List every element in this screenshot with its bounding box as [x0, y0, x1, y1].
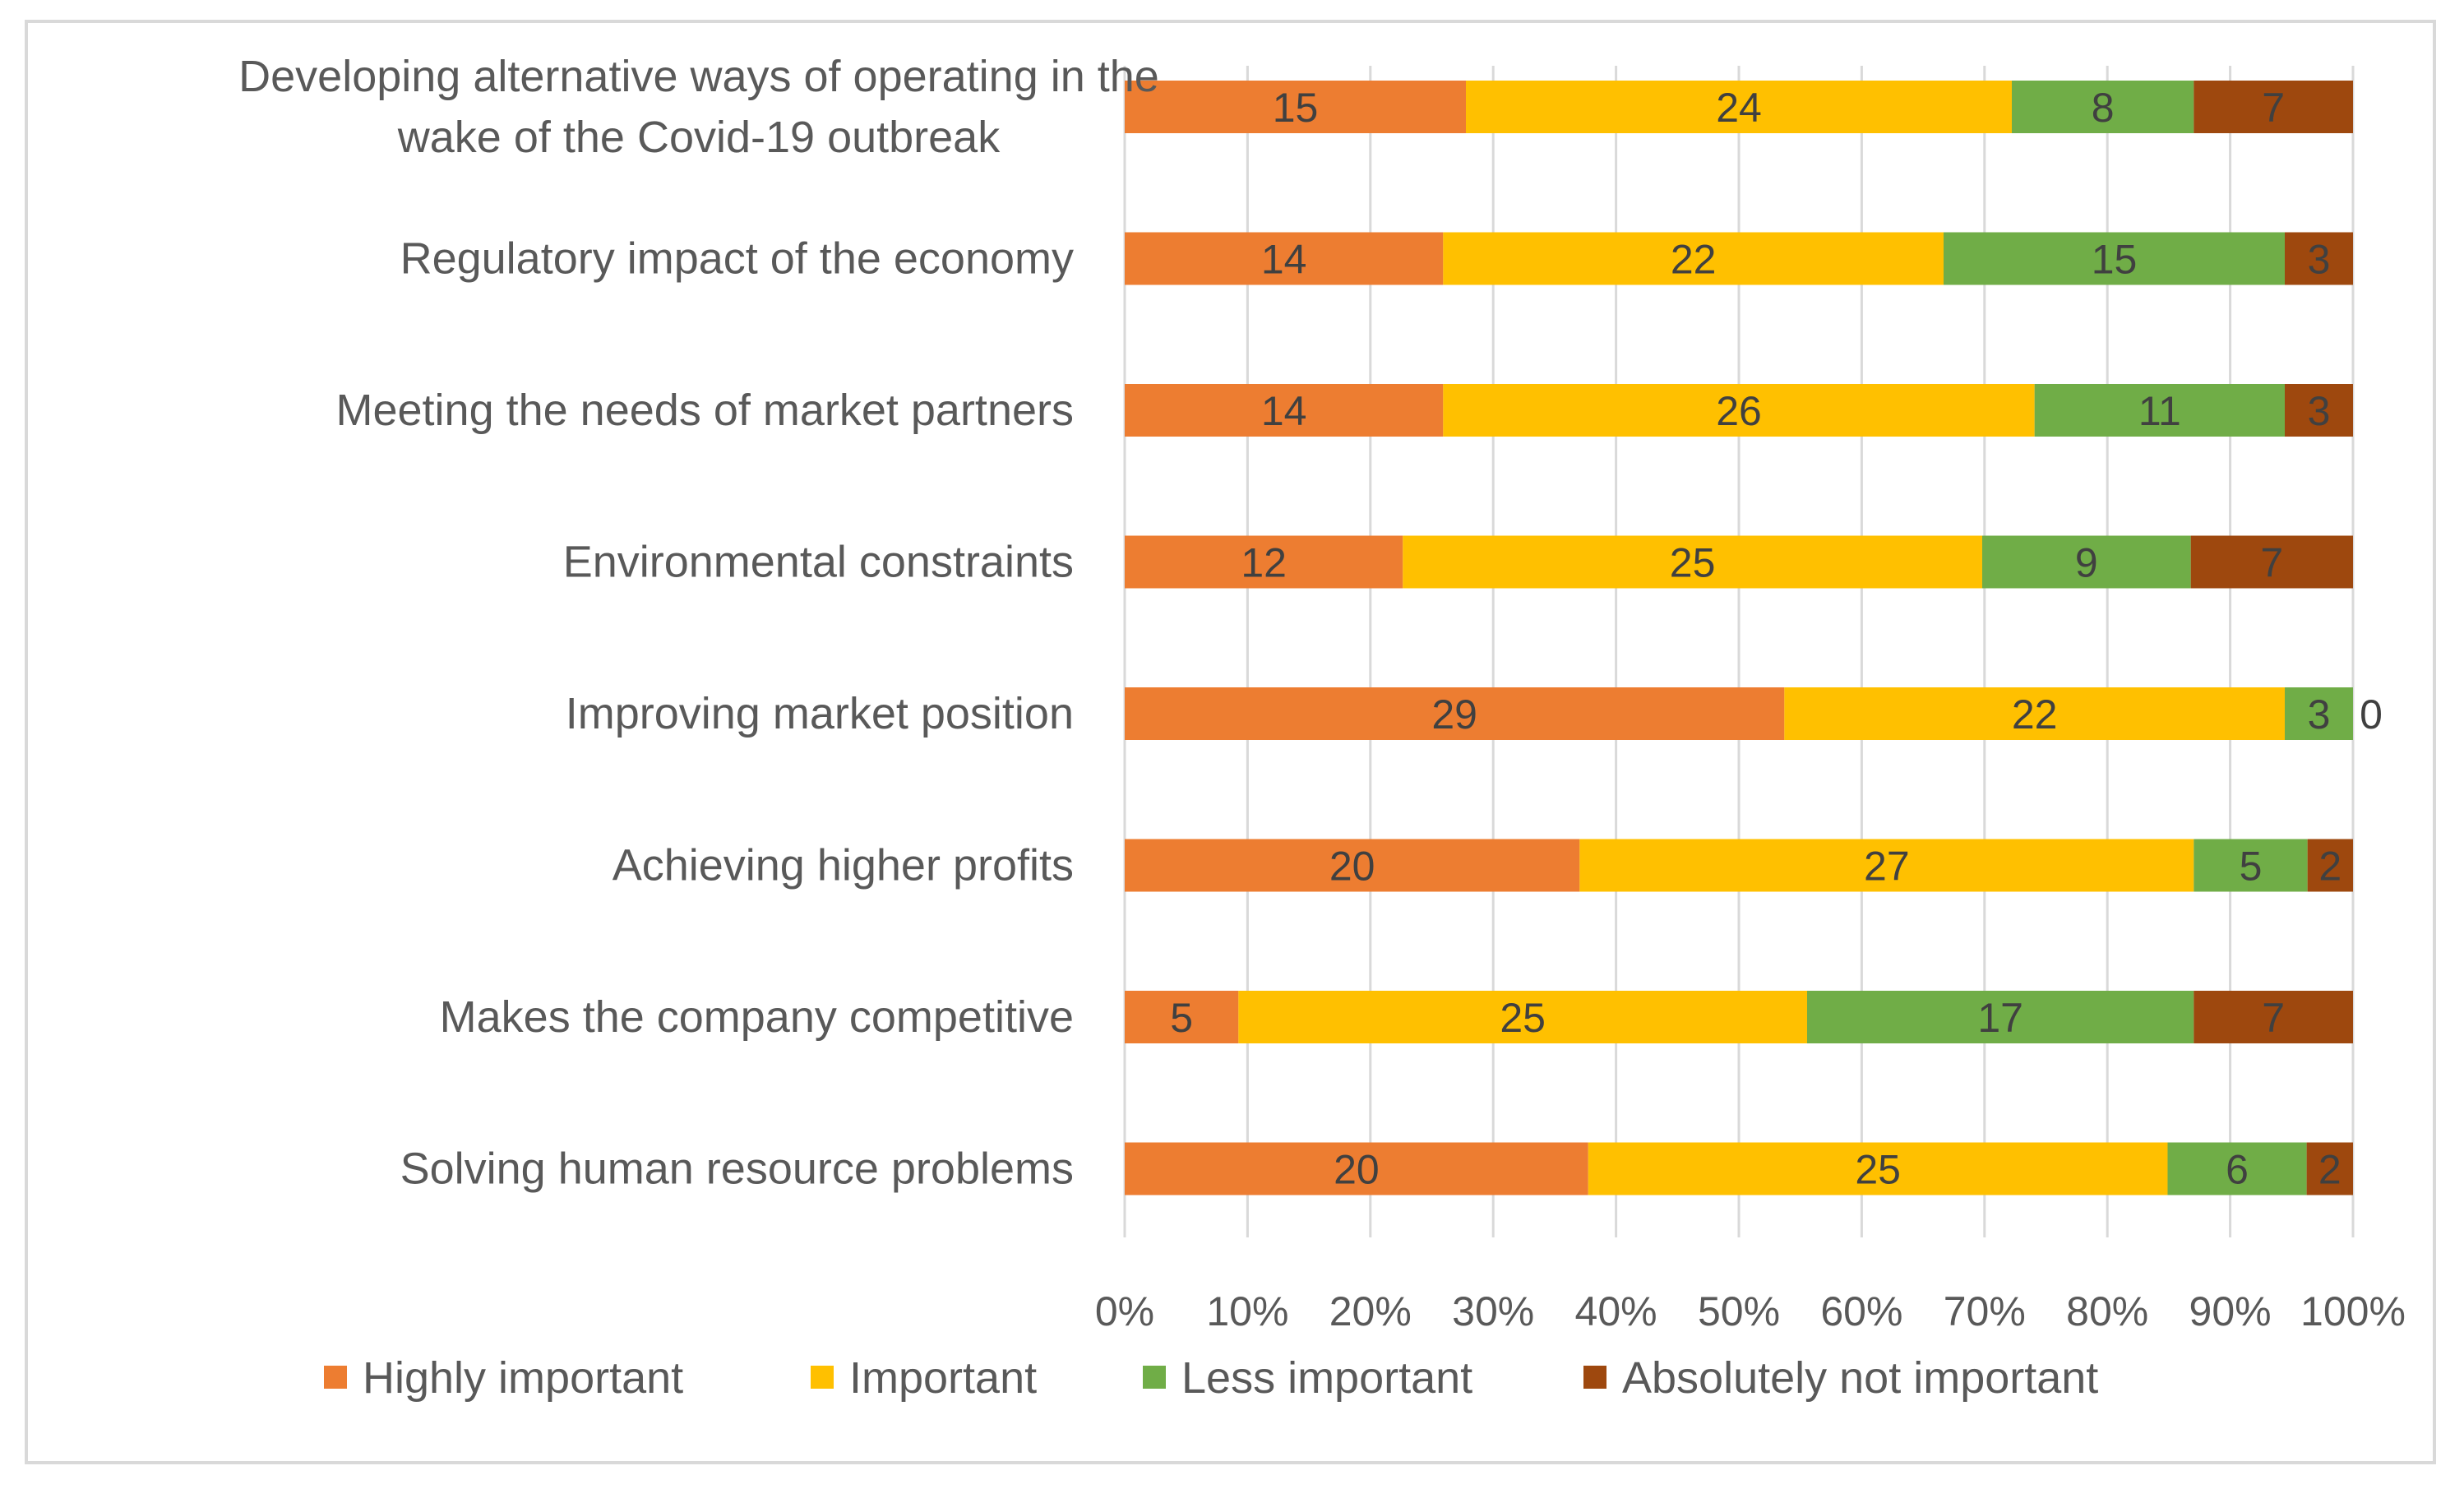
data-label-absolutely-not-important-5: 2 [2318, 844, 2341, 890]
bar-absolutely-not-important-3 [2190, 535, 2353, 589]
legend-swatch-important [811, 1366, 834, 1389]
bar-highly-important-0 [1125, 81, 1466, 133]
data-label-less-important-7: 6 [2226, 1147, 2249, 1193]
legend-swatch-highly-important [324, 1366, 347, 1389]
data-label-less-important-0: 8 [2092, 85, 2115, 131]
data-label-highly-important-5: 20 [1329, 844, 1375, 890]
data-label-important-1: 22 [1671, 237, 1717, 283]
bar-absolutely-not-important-1 [2285, 232, 2353, 285]
x-tick-label-60: 60% [1820, 1288, 1902, 1334]
data-label-highly-important-6: 5 [1170, 995, 1193, 1041]
category-label-2-line-0: Meeting the needs of market partners [336, 386, 1075, 435]
bar-highly-important-6 [1125, 991, 1239, 1043]
bar-highly-important-7 [1125, 1142, 1588, 1195]
bar-highly-important-4 [1125, 687, 1785, 740]
bar-absolutely-not-important-2 [2285, 384, 2353, 437]
data-label-important-2: 26 [1716, 388, 1762, 434]
bar-absolutely-not-important-5 [2307, 839, 2353, 892]
bar-less-important-0 [2012, 81, 2194, 133]
bar-less-important-2 [2034, 384, 2285, 437]
data-label-highly-important-7: 20 [1334, 1147, 1380, 1193]
x-tick-label-30: 30% [1452, 1288, 1534, 1334]
category-label-5-line-0: Achieving higher profits [613, 841, 1074, 890]
data-label-less-important-1: 15 [2092, 237, 2138, 283]
data-label-important-3: 25 [1670, 540, 1716, 586]
data-label-absolutely-not-important-2: 3 [2308, 388, 2331, 434]
data-label-less-important-4: 3 [2308, 691, 2331, 738]
bar-less-important-1 [1944, 232, 2285, 285]
data-label-absolutely-not-important-7: 2 [2318, 1147, 2341, 1193]
x-tick-label-0: 0% [1095, 1288, 1154, 1334]
legend-label-less-important: Less important [1181, 1353, 1472, 1403]
bar-less-important-7 [2167, 1142, 2307, 1195]
bar-important-4 [1784, 687, 2285, 740]
x-tick-label-80: 80% [2066, 1288, 2148, 1334]
x-tick-label-90: 90% [2189, 1288, 2272, 1334]
category-label-4-line-0: Improving market position [566, 689, 1074, 738]
data-label-important-7: 25 [1855, 1147, 1901, 1193]
data-label-less-important-3: 9 [2075, 540, 2098, 586]
data-label-less-important-5: 5 [2240, 844, 2263, 890]
data-label-highly-important-0: 15 [1273, 85, 1319, 131]
x-tick-label-50: 50% [1698, 1288, 1780, 1334]
data-label-important-6: 25 [1500, 995, 1546, 1041]
data-label-absolutely-not-important-0: 7 [2262, 85, 2285, 131]
category-label-3-line-0: Environmental constraints [563, 538, 1074, 587]
x-tick-label-20: 20% [1329, 1288, 1412, 1334]
category-label-0-line-0: Developing alternative ways of operating… [238, 52, 1159, 101]
data-label-highly-important-3: 12 [1241, 540, 1287, 586]
category-label-7-line-0: Solving human resource problems [400, 1144, 1074, 1194]
bar-important-7 [1588, 1142, 2168, 1195]
bar-absolutely-not-important-7 [2306, 1142, 2353, 1195]
bar-less-important-6 [1807, 991, 2194, 1043]
data-label-absolutely-not-important-3: 7 [2260, 540, 2283, 586]
bar-less-important-3 [1981, 535, 2191, 589]
legend-swatch-less-important [1143, 1366, 1166, 1389]
data-label-absolutely-not-important-1: 3 [2308, 237, 2331, 283]
category-label-1-line-0: Regulatory impact of the economy [400, 234, 1074, 284]
bar-important-6 [1238, 991, 1807, 1043]
bar-absolutely-not-important-0 [2194, 81, 2353, 133]
category-label-0-line-1: wake of the Covid-19 outbreak [397, 113, 1001, 162]
bar-less-important-4 [2285, 687, 2353, 740]
data-label-highly-important-2: 14 [1261, 388, 1307, 434]
x-tick-label-70: 70% [1944, 1288, 2026, 1334]
bar-important-1 [1443, 232, 1944, 285]
data-label-less-important-6: 17 [1977, 995, 2023, 1041]
bar-important-3 [1403, 535, 1982, 589]
category-label-6-line-0: Makes the company competitive [440, 992, 1074, 1042]
bar-absolutely-not-important-6 [2194, 991, 2353, 1043]
bar-less-important-5 [2194, 839, 2308, 892]
bar-important-2 [1443, 384, 2035, 437]
x-tick-label-40: 40% [1575, 1288, 1657, 1334]
bar-important-5 [1579, 839, 2194, 892]
x-tick-label-10: 10% [1206, 1288, 1288, 1334]
legend-swatch-absolutely-not-important [1583, 1366, 1606, 1389]
data-label-absolutely-not-important-6: 7 [2262, 995, 2285, 1041]
data-label-important-0: 24 [1716, 85, 1762, 131]
legend-label-highly-important: Highly important [363, 1353, 683, 1403]
bar-highly-important-2 [1125, 384, 1444, 437]
data-label-highly-important-4: 29 [1431, 691, 1477, 738]
legend-label-absolutely-not-important: Absolutely not important [1622, 1353, 2098, 1403]
data-label-highly-important-1: 14 [1261, 237, 1307, 283]
legend-label-important: Important [849, 1353, 1037, 1403]
data-label-absolutely-not-important-4: 0 [2360, 691, 2383, 738]
bar-highly-important-1 [1125, 232, 1444, 285]
bar-highly-important-5 [1125, 839, 1580, 892]
bar-important-0 [1466, 81, 2012, 133]
data-label-important-4: 22 [2012, 691, 2058, 738]
bar-highly-important-3 [1125, 535, 1403, 589]
x-tick-label-100: 100% [2300, 1288, 2406, 1334]
data-label-important-5: 27 [1864, 844, 1910, 890]
data-label-less-important-2: 11 [2138, 388, 2181, 434]
